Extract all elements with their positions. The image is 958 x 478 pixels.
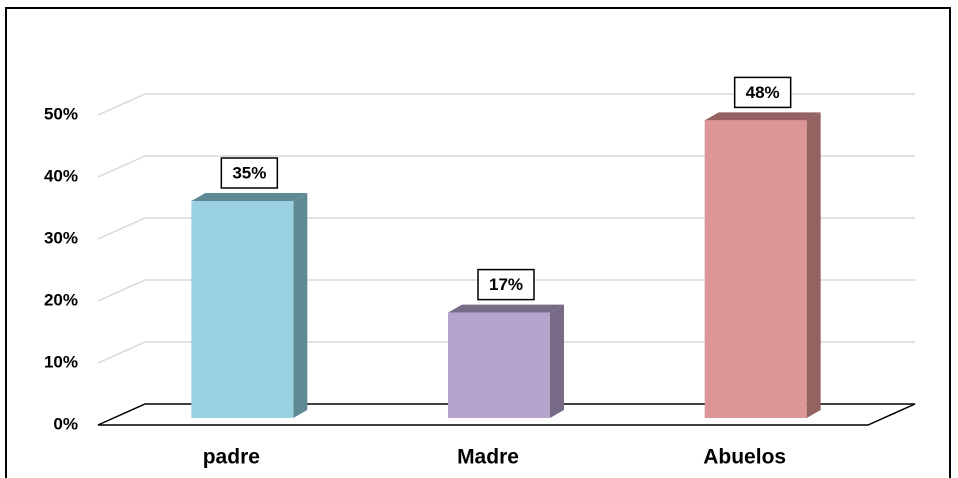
y-tick-label: 30% (44, 228, 78, 247)
bar-top (448, 304, 564, 313)
bar (448, 312, 550, 418)
floor (97, 403, 916, 426)
bar-side (293, 193, 308, 418)
grid-line (97, 217, 915, 240)
chart-frame (5, 7, 951, 478)
grid-line (97, 93, 915, 116)
x-tick-label: Madre (457, 446, 519, 469)
value-label: 35% (232, 163, 266, 182)
y-tick-label: 20% (44, 290, 78, 309)
value-label: 48% (746, 83, 780, 102)
bar-top (704, 112, 821, 121)
value-label: 17% (489, 275, 523, 294)
bar (704, 120, 807, 419)
y-tick-label: 0% (53, 414, 78, 433)
y-tick-label: 40% (44, 166, 78, 185)
y-tick-label: 50% (44, 104, 78, 123)
bar-side (550, 304, 564, 418)
bar (191, 201, 294, 418)
bar-side (806, 112, 821, 419)
value-label-box (220, 157, 279, 189)
bar-top (191, 193, 308, 201)
value-label-box (477, 268, 535, 301)
grid-line (97, 279, 915, 302)
y-tick-label: 10% (44, 352, 78, 371)
grid-line (97, 155, 915, 178)
grid-line (97, 341, 915, 364)
value-label-box (733, 76, 792, 109)
x-tick-label: padre (203, 446, 260, 469)
x-tick-label: Abuelos (703, 446, 786, 469)
